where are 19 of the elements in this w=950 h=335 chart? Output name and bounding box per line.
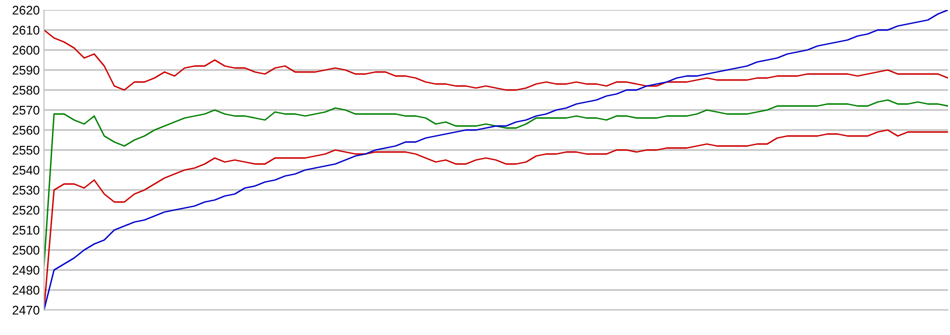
y-tick-label: 2470 [12,306,40,315]
y-tick-label: 2560 [12,126,40,135]
line-series [44,29,948,91]
line-series [44,99,948,267]
y-tick-label: 2540 [12,166,40,175]
y-tick-label: 2530 [12,186,40,195]
y-tick-label: 2610 [12,26,40,35]
y-tick-label: 2520 [12,206,40,215]
y-tick-label: 2580 [12,86,40,95]
y-tick-label: 2600 [12,46,40,55]
y-tick-label: 2590 [12,66,40,75]
line-series [44,10,948,310]
y-tick-label: 2500 [12,246,40,255]
y-tick-label: 2510 [12,226,40,235]
y-tick-label: 2550 [12,146,40,155]
y-tick-label: 2480 [12,286,40,295]
y-tick-label: 2570 [12,106,40,115]
y-tick-label: 2620 [12,6,40,15]
y-tick-label: 2490 [12,266,40,275]
